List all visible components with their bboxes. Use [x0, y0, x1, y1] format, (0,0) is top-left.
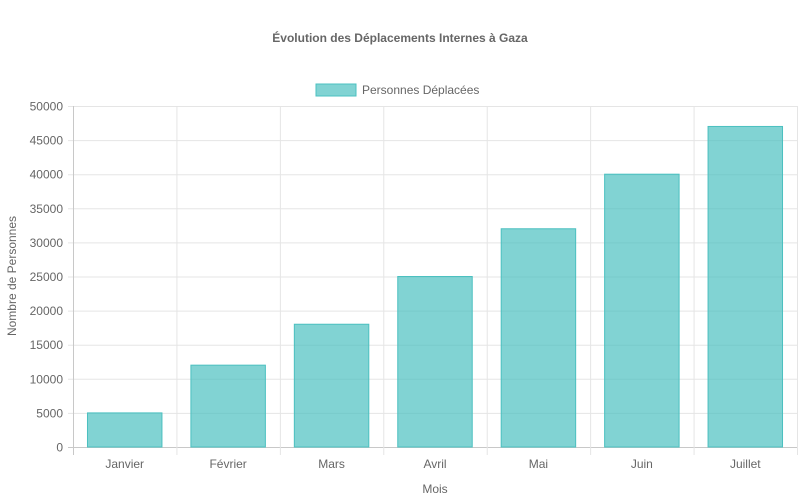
x-tick-label: Avril [423, 457, 446, 471]
legend-label: Personnes Déplacées [362, 83, 479, 97]
bar-juillet[interactable] [707, 125, 784, 448]
y-tick-label: 10000 [30, 372, 64, 386]
x-tick-label: Mars [318, 457, 345, 471]
legend[interactable]: Personnes Déplacées [315, 83, 479, 97]
x-axis-title: Mois [422, 482, 447, 496]
bar-juin[interactable] [604, 173, 680, 448]
y-tick-label: 35000 [30, 202, 64, 216]
chart-title: Évolution des Déplacements Internes à Ga… [272, 30, 528, 45]
bar-avril[interactable] [397, 276, 473, 448]
y-tick-label: 45000 [30, 134, 64, 148]
legend-swatch [315, 83, 357, 97]
bar-mars[interactable] [293, 323, 370, 448]
x-tick-label: Juillet [730, 457, 761, 471]
y-axis-ticks: 0 5000 10000 15000 20000 25000 30000 35000 40000… [30, 100, 64, 455]
bar-janvier[interactable] [86, 412, 163, 448]
y-tick-label: 15000 [30, 338, 64, 352]
y-tick-label: 5000 [36, 406, 63, 420]
bar-février[interactable] [190, 364, 266, 448]
x-tick-label: Mai [529, 457, 548, 471]
y-tick-label: 30000 [30, 236, 64, 250]
x-axis-ticks: Janvier Février Mars Avril Mai Juin Juillet [105, 457, 761, 471]
y-tick-label: 40000 [30, 168, 64, 182]
bars [86, 125, 784, 448]
bar-mai[interactable] [500, 228, 577, 448]
x-tick-label: Janvier [105, 457, 144, 471]
y-tick-label: 0 [56, 441, 63, 455]
y-tick-label: 20000 [30, 304, 64, 318]
x-tick-label: Juin [631, 457, 653, 471]
y-tick-label: 25000 [30, 270, 64, 284]
y-tick-label: 50000 [30, 100, 64, 114]
x-tick-label: Février [209, 457, 246, 471]
y-axis-title: Nombre de Personnes [5, 216, 19, 336]
